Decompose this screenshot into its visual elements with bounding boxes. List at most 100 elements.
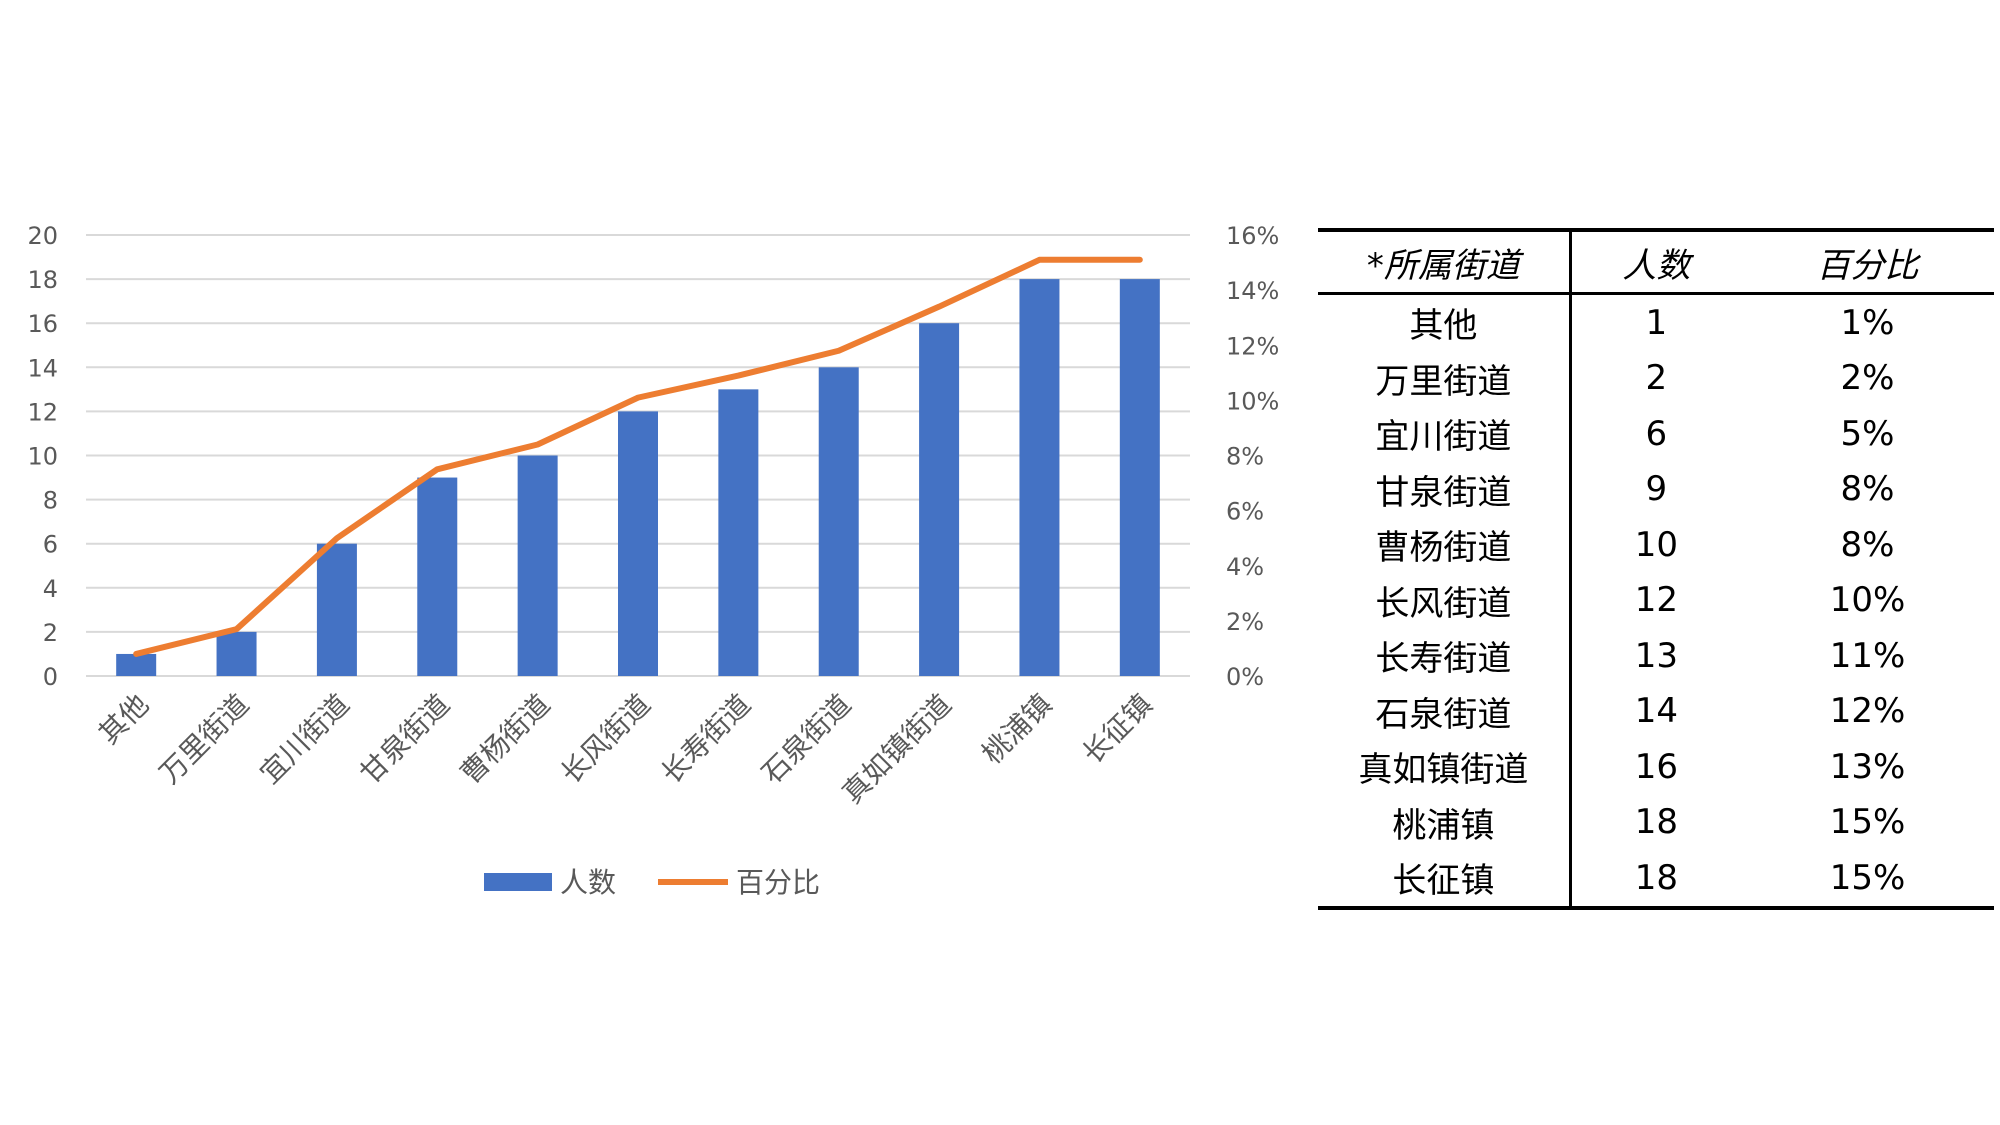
cell-count: 13 [1634,635,1678,676]
cell-percent: 15% [1829,802,1906,843]
cell-count: 18 [1570,850,1741,910]
right-tick-label: 8% [1226,443,1264,471]
header-count: 人数 [1570,228,1741,295]
cell-count: 12 [1634,580,1678,621]
line-series [133,256,1143,657]
cell-percent: 1% [1840,302,1895,343]
left-tick-label: 14 [27,354,58,382]
cell-street: 万里街道 [1318,350,1572,406]
category-label: 宜川街道 [253,688,356,791]
left-tick-label: 0 [43,663,58,691]
cell-count: 1 [1645,302,1668,343]
cell-percent: 15% [1741,850,1994,910]
legend-label-percent: 百分比 [736,866,820,899]
table-row: 万里街道 2 2% [1318,350,1994,406]
left-tick-label: 16 [27,310,58,338]
category-label: 桃浦镇 [976,688,1059,771]
cell-street: 长风街道 [1318,572,1572,628]
bar [517,455,558,676]
left-tick-label: 8 [43,487,58,515]
cell-street: 宜川街道 [1318,406,1572,462]
right-tick-label: 16% [1226,222,1279,250]
header-street: *所属街道 [1318,228,1572,295]
table-row: 曹杨街道 10 8% [1318,517,1994,573]
header-percent: 百分比 [1741,228,1994,295]
cell-count: 16 [1634,746,1678,787]
category-label: 石泉街道 [755,688,858,791]
cell-count: 18 [1634,802,1678,843]
line-point [837,349,840,352]
category-label: 真如镇街道 [836,688,958,810]
right-tick-label: 14% [1226,277,1279,305]
cell-percent: 10% [1829,580,1906,621]
table-row: 长寿街道 13 11% [1318,628,1994,684]
cell-percent: 8% [1840,469,1895,510]
table-row: 甘泉街道 9 8% [1318,461,1994,517]
cell-percent: 13% [1829,746,1906,787]
line-point [235,628,238,631]
line-point [938,305,941,308]
right-tick-label: 0% [1226,663,1264,691]
cell-count: 10 [1634,524,1678,565]
legend: 人数 百分比 [484,866,820,899]
line-point [135,652,138,655]
left-tick-label: 18 [27,266,58,294]
cell-percent: 11% [1829,635,1906,676]
right-tick-label: 4% [1226,553,1264,581]
table-row: 石泉街道 14 12% [1318,683,1994,739]
category-label: 长寿街道 [655,688,758,791]
left-tick-label: 10 [27,443,58,471]
left-tick-label: 20 [27,222,58,250]
right-axis-ticks: 0% 2% 4% 6% 8% 10% 12% 14% 16% [1226,222,1279,691]
cell-percent: 12% [1829,691,1906,732]
table-row: 真如镇街道 16 13% [1318,739,1994,795]
line-point [737,374,740,377]
cell-street: 其他 [1318,293,1572,351]
cell-count: 9 [1645,469,1668,510]
bar [216,631,257,676]
category-label: 长征镇 [1076,688,1159,771]
cell-street: 长寿街道 [1318,628,1572,684]
category-label: 甘泉街道 [354,688,457,791]
left-tick-label: 12 [27,398,58,426]
cell-street: 真如镇街道 [1318,739,1572,795]
table-row: 其他 1 1% [1318,293,1994,351]
cell-count: 2 [1645,358,1668,399]
left-tick-label: 6 [43,531,58,559]
bar [919,323,960,676]
cell-percent: 2% [1840,358,1895,399]
right-tick-label: 10% [1226,387,1279,415]
cell-street: 桃浦镇 [1318,794,1572,850]
table-header-row: *所属街道 人数 百分比 [1318,228,1994,295]
right-tick-label: 12% [1226,332,1279,360]
cell-percent: 8% [1840,524,1895,565]
right-tick-label: 6% [1226,498,1264,526]
category-label: 其他 [92,688,155,751]
line-point [536,443,539,446]
cell-street: 曹杨街道 [1318,517,1572,573]
cell-count: 6 [1645,413,1668,454]
legend-label-count: 人数 [560,866,616,899]
line-point [1038,258,1041,261]
cell-street: 甘泉街道 [1318,461,1572,517]
table-row: 长征镇 18 15% [1318,850,1994,910]
right-tick-label: 2% [1226,608,1264,636]
category-label: 曹杨街道 [454,688,557,791]
table-row: 长风街道 12 10% [1318,572,1994,628]
data-table: *所属街道 人数 百分比 其他 1 1% 万里街道 2 2% 宜川街道 6 5% 甘泉街道 9 8% 曹… [1318,228,1994,910]
bar-series [116,279,1160,676]
table-row: 桃浦镇 18 15% [1318,794,1994,850]
category-label: 万里街道 [153,688,256,791]
cell-street: 长征镇 [1318,850,1572,910]
cell-percent: 5% [1840,413,1895,454]
cell-count: 14 [1634,691,1678,732]
line-point [335,537,338,540]
bar [1019,279,1060,676]
bar [316,543,357,676]
bar [1119,279,1160,676]
table-row: 宜川街道 6 5% [1318,406,1994,462]
bar [116,653,157,676]
combo-chart: 0 2 4 6 8 10 12 14 16 18 20 0% 2% 4% 6% 8% 10% 12% 14% 16%… [27,222,1279,899]
left-tick-label: 4 [43,575,58,603]
